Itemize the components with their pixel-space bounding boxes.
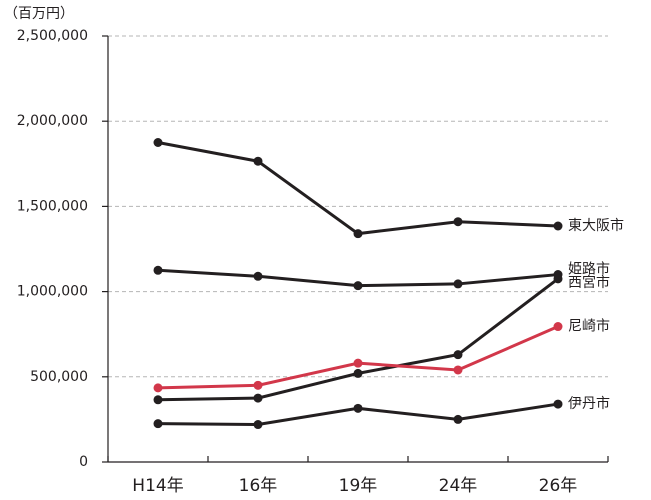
point <box>553 274 563 284</box>
x-tick-label: H14年 <box>132 476 183 496</box>
series-label: 尼崎市 <box>568 318 610 335</box>
y-tick-label: 500,000 <box>30 369 88 385</box>
line <box>157 141 559 236</box>
point <box>553 399 563 409</box>
point <box>353 368 363 378</box>
point <box>153 419 163 429</box>
point <box>453 279 463 289</box>
point <box>153 383 163 393</box>
point <box>153 395 163 405</box>
point <box>453 414 463 424</box>
point <box>353 229 363 239</box>
point <box>553 221 563 231</box>
x-tick-label: 26年 <box>539 476 578 496</box>
unit-label: （百万円） <box>4 6 74 22</box>
x-tick-label: 19年 <box>339 476 378 496</box>
series-label: 西宮市 <box>568 274 610 291</box>
line <box>157 325 559 390</box>
point <box>253 271 263 281</box>
point <box>453 365 463 375</box>
y-tick-label: 2,500,000 <box>17 28 88 44</box>
point <box>353 281 363 291</box>
point <box>253 393 263 403</box>
y-tick-label: 0 <box>79 454 88 470</box>
point <box>153 265 163 275</box>
point <box>253 156 263 166</box>
point <box>153 138 163 147</box>
y-tick-label: 1,500,000 <box>17 198 88 214</box>
series-label: 東大阪市 <box>568 217 624 234</box>
x-tick-label: 24年 <box>439 476 478 496</box>
y-tick-label: 2,000,000 <box>17 113 88 129</box>
y-tick-label: 1,000,000 <box>17 284 88 300</box>
series-label: 伊丹市 <box>568 395 610 412</box>
x-tick-label: 16年 <box>239 476 278 496</box>
point <box>353 358 363 368</box>
series-label: 姫路市 <box>568 261 610 278</box>
point <box>253 380 263 390</box>
point <box>553 322 563 332</box>
point <box>353 403 363 413</box>
point <box>453 217 463 227</box>
point <box>253 420 263 430</box>
line <box>157 277 559 402</box>
point <box>453 350 463 360</box>
